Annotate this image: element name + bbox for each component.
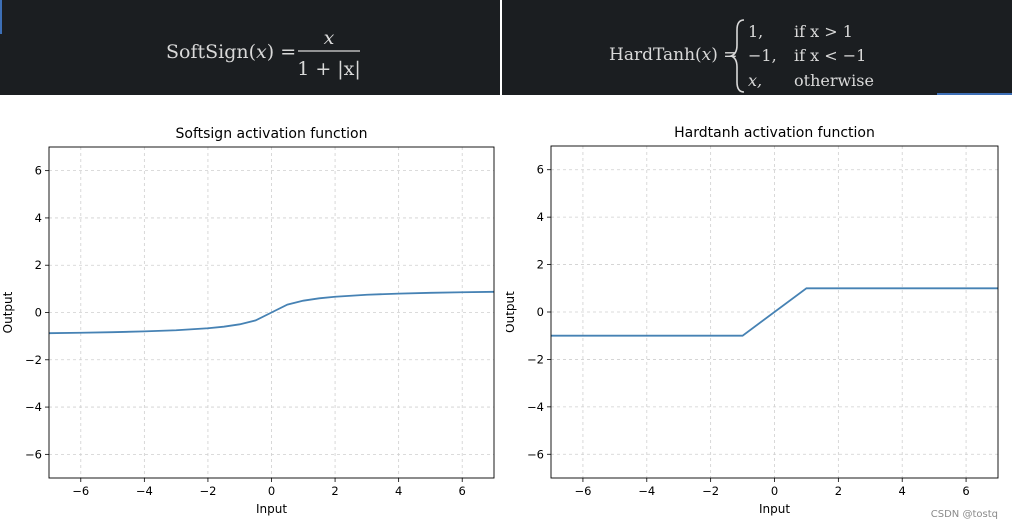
chart-title: Hardtanh activation function: [674, 125, 875, 141]
series-line: [49, 290, 494, 335]
x-tick-label: 4: [899, 484, 906, 498]
y-tick-label: −2: [527, 352, 544, 366]
hardtanh-chart: −6 −4 −2 0 2 4 6 −6 −4 −2 0 2 4 6 Hardtanh activation …: [506, 96, 1012, 528]
hardtanh-formula-var: x: [702, 45, 712, 65]
case-1-condition: if x > 1: [794, 22, 853, 41]
svg-text:SoftSign(x) =: SoftSign(x) =: [166, 41, 296, 63]
x-axis-label: Input: [256, 502, 287, 516]
y-tick-label: −6: [25, 447, 42, 461]
watermark: CSDN @tostq: [930, 509, 998, 520]
x-tick-label: 4: [395, 484, 402, 498]
y-tick-label: −2: [25, 353, 42, 367]
edge-accent-left: [0, 0, 2, 34]
hardtanh-formula: HardTanh(x) = 1, if x > 1 −1, if x < −1 …: [609, 19, 874, 93]
x-axis-label: Input: [759, 502, 790, 516]
softsign-numerator: x: [324, 27, 335, 49]
case-2-condition: if x < −1: [794, 46, 866, 65]
case-3-value: x,: [748, 71, 762, 90]
svg-text:HardTanh(x) =: HardTanh(x) =: [609, 45, 738, 65]
softsign-chart: −6 −4 −2 0 2 4 6 −6 −4 −2 0 2 4 6 Softsign activation …: [0, 96, 506, 528]
x-tick-label: −2: [199, 484, 216, 498]
y-tick-label: 2: [537, 258, 544, 272]
x-tick-label: 6: [962, 484, 969, 498]
y-axis-label: Output: [1, 291, 15, 333]
x-tick-label: −6: [72, 484, 89, 498]
chart-title: Softsign activation function: [176, 126, 368, 142]
softsign-chart-svg: −6 −4 −2 0 2 4 6 −6 −4 −2 0 2 4 6 Softsign activation …: [1, 126, 495, 516]
x-tick-label: 0: [268, 484, 275, 498]
series-line: [551, 287, 998, 337]
y-tick-label: −4: [527, 400, 544, 414]
edge-accent-right: [937, 93, 1012, 95]
y-tick-label: 4: [35, 211, 42, 225]
x-tick-label: 2: [331, 484, 338, 498]
y-tick-label: 2: [35, 258, 42, 272]
x-tick-label: −6: [574, 484, 591, 498]
softsign-formula-var: x: [256, 41, 267, 63]
case-2-value: −1,: [748, 46, 777, 65]
y-tick-label: 0: [537, 305, 544, 319]
y-tick-label: 6: [35, 164, 42, 178]
softsign-denominator: 1 + |x|: [297, 58, 361, 80]
y-axis-label: Output: [506, 291, 517, 333]
case-3-condition: otherwise: [794, 71, 874, 90]
x-tick-label: −2: [702, 484, 719, 498]
x-tick-label: −4: [136, 484, 153, 498]
x-tick-label: 0: [771, 484, 778, 498]
y-tick-label: −6: [527, 447, 544, 461]
x-tick-label: −4: [638, 484, 655, 498]
case-1-value: 1,: [748, 22, 763, 41]
x-tick-label: 6: [459, 484, 466, 498]
hardtanh-formula-name: HardTanh: [609, 45, 695, 65]
softsign-formula-name: SoftSign: [166, 41, 249, 63]
y-tick-label: 0: [35, 306, 42, 320]
softsign-formula-panel: SoftSign(x) = x 1 + |x|: [0, 0, 500, 95]
y-tick-label: −4: [25, 400, 42, 414]
x-tick-label: 2: [835, 484, 842, 498]
cases-brace: [728, 19, 745, 93]
softsign-formula: SoftSign(x) = x 1 + |x|: [166, 27, 361, 80]
y-tick-label: 4: [537, 210, 544, 224]
y-tick-label: 6: [537, 163, 544, 177]
hardtanh-chart-svg: −6 −4 −2 0 2 4 6 −6 −4 −2 0 2 4 6 Hardtanh activation …: [506, 125, 999, 516]
hardtanh-formula-panel: HardTanh(x) = 1, if x > 1 −1, if x < −1 …: [502, 0, 1012, 95]
